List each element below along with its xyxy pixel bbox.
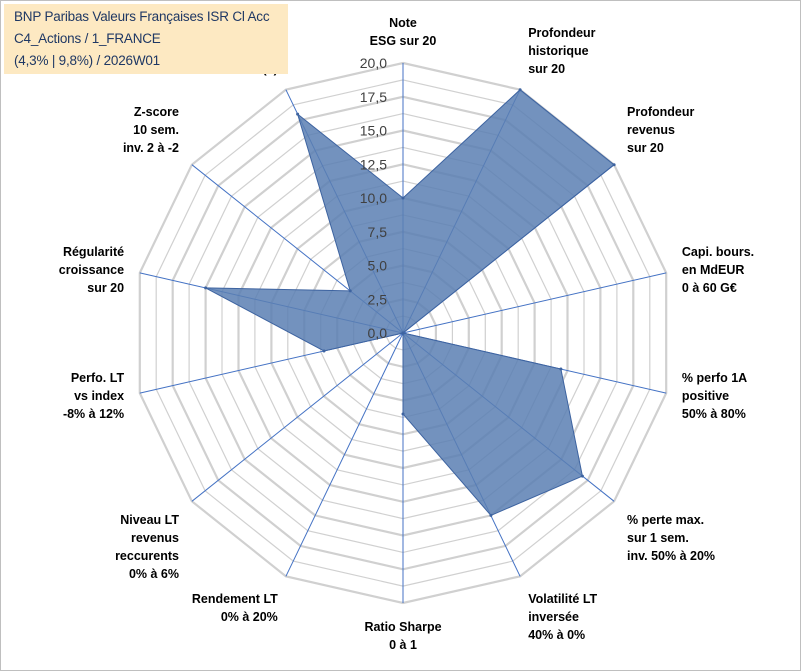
category-label: % perfo 1A positive 50% à 80% <box>682 371 747 421</box>
category-label: Perfo. LT vs index -8% à 12% <box>63 371 125 421</box>
category-label: Note ESG sur 20 <box>370 16 437 48</box>
category-label: Niveau LT revenus reccurents 0% à 6% <box>115 513 179 581</box>
category-label: Volatilité LT inversée 40% à 0% <box>528 592 597 642</box>
title-line-2: C4_Actions / 1_FRANCE <box>14 31 161 46</box>
data-point <box>296 112 300 116</box>
data-point <box>322 349 326 353</box>
category-label: Profondeur historique sur 20 <box>528 26 595 76</box>
axis-spoke <box>285 332 404 577</box>
data-point <box>612 163 616 167</box>
title-line-1: BNP Paribas Valeurs Françaises ISR Cl Ac… <box>14 9 270 24</box>
data-point <box>401 331 405 335</box>
data-point <box>204 286 208 290</box>
data-point <box>489 513 493 517</box>
category-label: Rendement LT 0% à 20% <box>192 592 278 624</box>
tick-label: 20,0 <box>360 55 387 71</box>
axis-spoke <box>191 332 404 502</box>
tick-label: 5,0 <box>368 258 388 274</box>
category-label: Capi. bours. en MdEUR 0 à 60 G€ <box>682 245 754 295</box>
data-point <box>580 474 584 478</box>
tick-label: 10,0 <box>360 190 387 206</box>
tick-label: 15,0 <box>360 123 387 139</box>
tick-label: 17,5 <box>360 89 387 105</box>
data-point <box>559 367 563 371</box>
category-label: Profondeur revenus sur 20 <box>627 105 694 155</box>
category-label: Régularité croissance sur 20 <box>59 245 124 295</box>
radar-series <box>204 88 616 517</box>
radial-tick-labels: 0,0 2,5 5,0 7,5 10,0 12,5 15,0 17,5 20,0 <box>360 55 387 341</box>
category-label: Z-score 10 sem. inv. 2 à -2 <box>123 105 179 155</box>
category-label: % perte max. sur 1 sem. inv. 50% à 20% <box>627 513 715 563</box>
data-point <box>401 412 405 416</box>
tick-label: 2,5 <box>368 291 388 307</box>
axis-spoke <box>402 272 667 334</box>
tick-label: 7,5 <box>368 224 388 240</box>
title-box: BNP Paribas Valeurs Françaises ISR Cl Ac… <box>4 4 288 74</box>
tick-label: 12,5 <box>360 156 387 172</box>
title-line-3: (4,3% | 9,8%) / 2026W01 <box>14 53 160 68</box>
category-label: Ratio Sharpe 0 à 1 <box>364 620 441 652</box>
data-point <box>401 196 405 200</box>
data-point <box>348 289 352 293</box>
series-area <box>205 89 615 517</box>
tick-label: 0,0 <box>368 325 388 341</box>
data-point <box>518 88 522 92</box>
